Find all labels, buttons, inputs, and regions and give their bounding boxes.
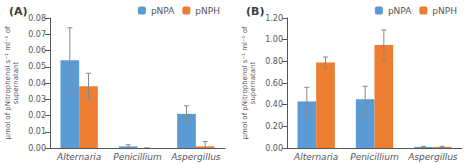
svg-text:pNPA: pNPA <box>151 6 175 16</box>
svg-text:0.05: 0.05 <box>28 62 46 71</box>
svg-text:Alternaria: Alternaria <box>56 152 101 162</box>
svg-text:0.03: 0.03 <box>28 95 46 104</box>
svg-text:Penicillium: Penicillium <box>350 152 399 162</box>
svg-text:supernatant: supernatant <box>249 61 257 104</box>
svg-text:0.08: 0.08 <box>28 14 46 23</box>
svg-text:μmol of pNitrophenol s⁻¹ ml⁻¹: μmol of pNitrophenol s⁻¹ ml⁻¹ of <box>241 26 249 139</box>
svg-text:0.00: 0.00 <box>265 144 283 153</box>
svg-text:0.40: 0.40 <box>265 100 283 109</box>
svg-text:0.06: 0.06 <box>28 46 46 55</box>
svg-text:0.80: 0.80 <box>265 57 283 66</box>
svg-text:(A): (A) <box>9 5 28 18</box>
svg-text:1.20: 1.20 <box>265 14 283 23</box>
svg-text:Aspergillus: Aspergillus <box>170 152 221 162</box>
svg-text:0.20: 0.20 <box>265 122 283 131</box>
svg-text:pNPH: pNPH <box>432 6 457 16</box>
svg-text:0.60: 0.60 <box>265 79 283 88</box>
svg-text:Penicillium: Penicillium <box>113 152 162 162</box>
svg-text:(B): (B) <box>246 5 264 18</box>
svg-text:0.01: 0.01 <box>28 127 46 136</box>
svg-text:pNPH: pNPH <box>195 6 220 16</box>
svg-text:0.07: 0.07 <box>28 30 46 39</box>
svg-text:1.00: 1.00 <box>265 35 283 44</box>
svg-text:0.04: 0.04 <box>28 79 46 88</box>
svg-text:0.00: 0.00 <box>28 144 46 153</box>
svg-text:supernatant: supernatant <box>12 61 20 104</box>
svg-text:Alternaria: Alternaria <box>293 152 338 162</box>
svg-text:0.02: 0.02 <box>28 111 46 120</box>
svg-text:μmol of pNitrophenol s⁻¹ ml⁻¹: μmol of pNitrophenol s⁻¹ ml⁻¹ of <box>4 26 12 139</box>
svg-text:Aspergillus: Aspergillus <box>407 152 458 162</box>
svg-text:pNPA: pNPA <box>388 6 412 16</box>
